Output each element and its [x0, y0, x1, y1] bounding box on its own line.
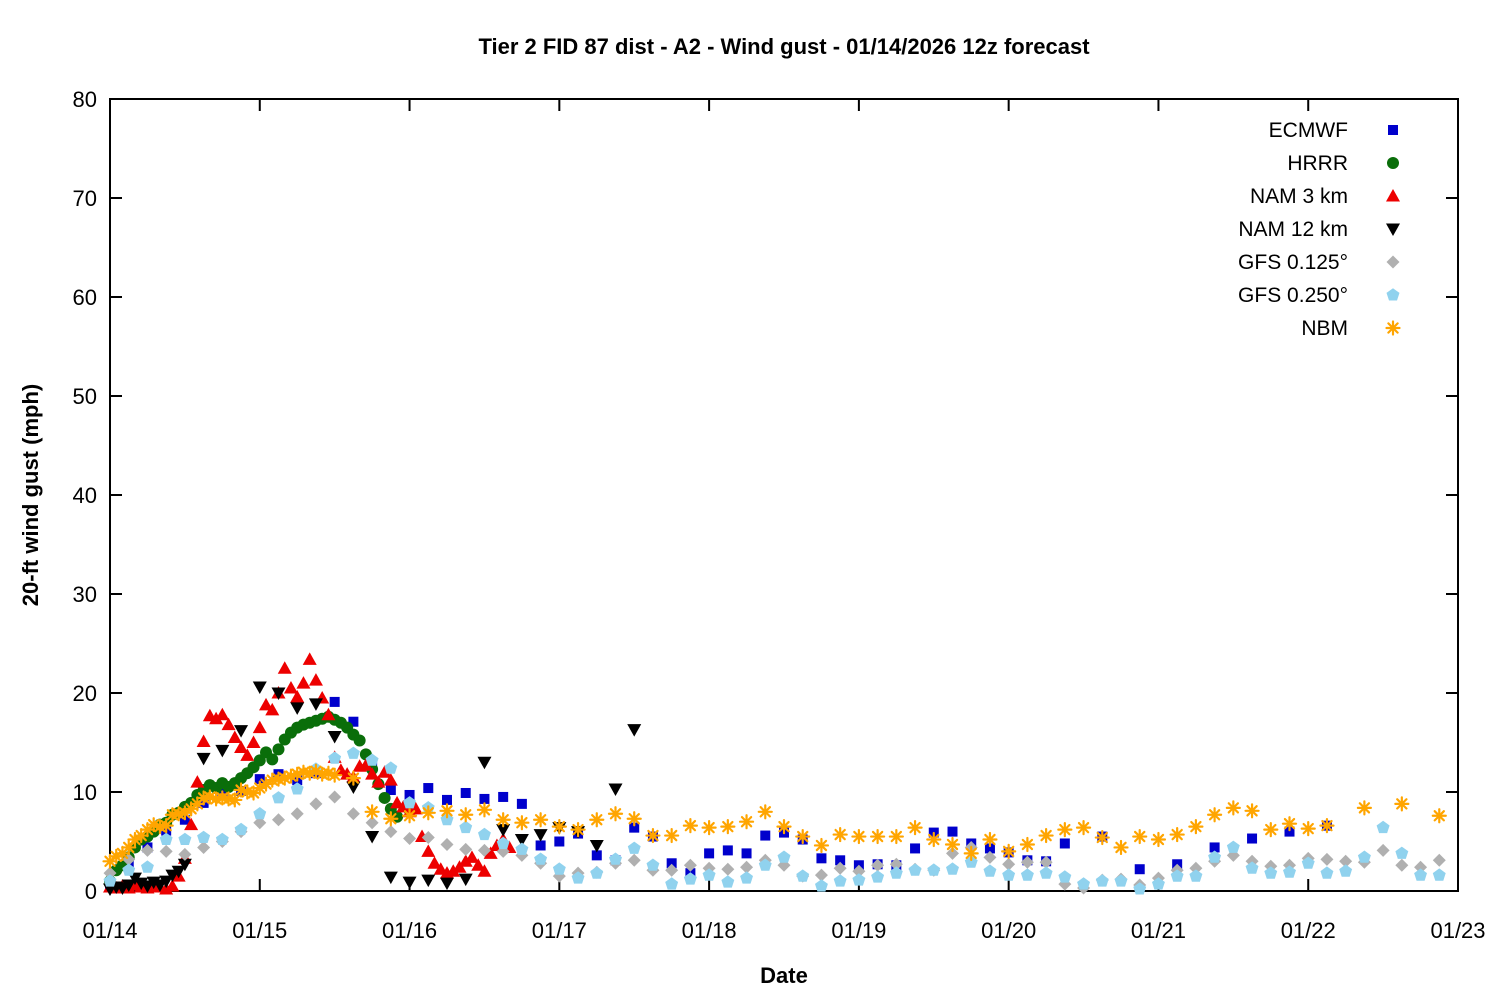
x-tick-label: 01/18: [682, 918, 737, 943]
series-ecmwf: [105, 696, 1332, 892]
x-tick-label: 01/23: [1430, 918, 1485, 943]
legend-item-ecmwf: ECMWF: [1269, 119, 1398, 142]
legend-item-nam-3km: NAM 3 km: [1250, 185, 1400, 208]
gfs-0125-marker-icon: [1386, 255, 1400, 269]
legend-label-nam-12km: NAM 12 km: [1238, 218, 1348, 241]
y-tick-label: 0: [85, 879, 97, 904]
x-tick-label: 01/21: [1131, 918, 1186, 943]
legend-label-nbm: NBM: [1301, 317, 1348, 340]
ecmwf-marker-icon: [1388, 125, 1398, 135]
gfs-0250-marker-icon: [1386, 288, 1400, 301]
nam-12km-marker-icon: [1386, 223, 1400, 236]
chart-title: Tier 2 FID 87 dist - A2 - Wind gust - 01…: [478, 34, 1090, 59]
legend-item-nbm: NBM: [1301, 317, 1401, 340]
y-tick-label: 10: [73, 780, 97, 805]
y-tick-label: 20: [73, 681, 97, 706]
legend-label-nam-3km: NAM 3 km: [1250, 185, 1348, 208]
legend-label-hrrr: HRRR: [1287, 152, 1348, 175]
series-gfs-0250: [103, 746, 1446, 895]
x-tick-label: 01/15: [232, 918, 287, 943]
series-nbm: [102, 763, 1447, 869]
y-tick-label: 80: [73, 87, 97, 112]
y-tick-label: 30: [73, 582, 97, 607]
x-axis: 01/14 01/15 01/16 01/17 01/18 01/19 01/20 01/21…: [82, 99, 1486, 943]
y-axis: 0 10 20 30 40 50 60 70 80: [73, 87, 1458, 904]
y-tick-label: 60: [73, 285, 97, 310]
y-tick-label: 50: [73, 384, 97, 409]
x-axis-label: Date: [760, 963, 808, 988]
x-tick-label: 01/22: [1281, 918, 1336, 943]
series-hrrr: [104, 710, 416, 888]
legend: ECMWF HRRR NAM 3 km NAM 12 km GFS 0.125° GFS …: [1238, 119, 1401, 340]
legend-item-hrrr: HRRR: [1287, 152, 1399, 175]
legend-item-gfs-0250: GFS 0.250°: [1238, 284, 1400, 307]
legend-label-ecmwf: ECMWF: [1269, 119, 1348, 142]
legend-item-nam-12km: NAM 12 km: [1238, 218, 1400, 241]
hrrr-marker-icon: [1387, 157, 1399, 169]
legend-label-gfs-0250: GFS 0.250°: [1238, 284, 1348, 307]
x-tick-label: 01/17: [532, 918, 587, 943]
y-tick-label: 40: [73, 483, 97, 508]
series-gfs-0125: [103, 790, 1446, 895]
y-axis-label: 20-ft wind gust (mph): [18, 383, 43, 607]
x-tick-label: 01/20: [981, 918, 1036, 943]
x-tick-label: 01/16: [382, 918, 437, 943]
nbm-marker-icon: [1385, 320, 1401, 336]
legend-label-gfs-0125: GFS 0.125°: [1238, 251, 1348, 274]
legend-item-gfs-0125: GFS 0.125°: [1238, 251, 1400, 274]
x-tick-label: 01/19: [831, 918, 886, 943]
y-tick-label: 70: [73, 186, 97, 211]
nam-3km-marker-icon: [1386, 189, 1400, 202]
x-tick-label: 01/14: [82, 918, 137, 943]
